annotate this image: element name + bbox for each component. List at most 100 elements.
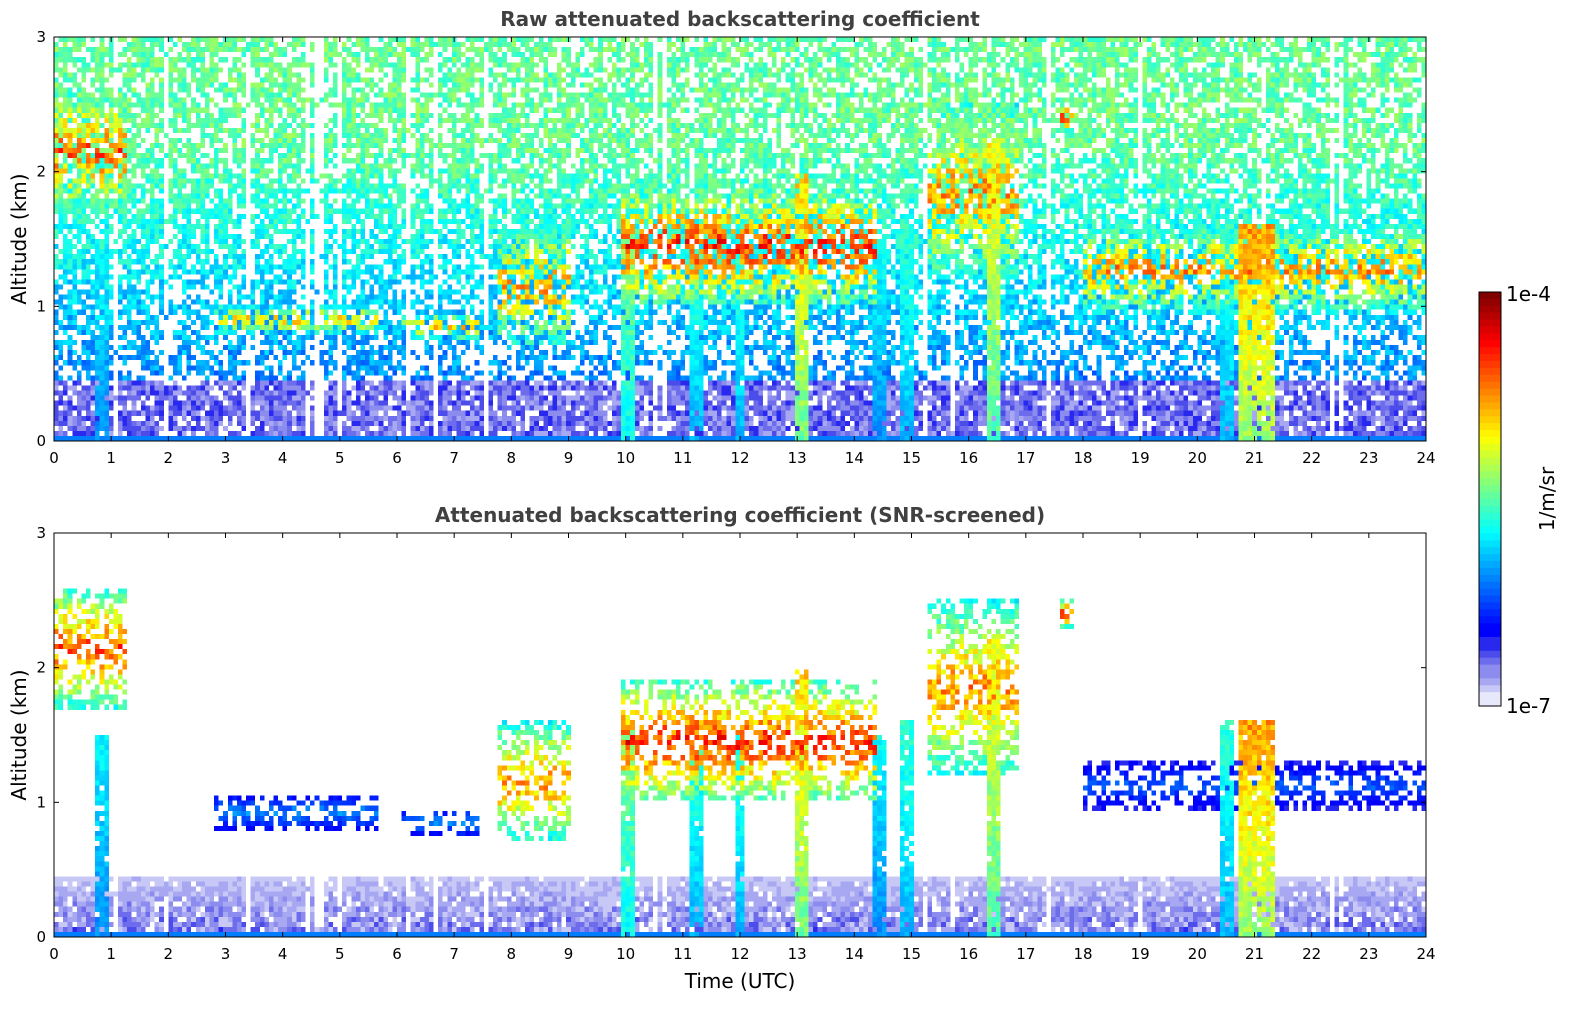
x-tick-label: 19 [1131, 945, 1150, 963]
x-tick-label: 8 [507, 449, 517, 467]
colorbar-step [1479, 547, 1501, 555]
colorbar-min-label: 1e-7 [1506, 694, 1551, 718]
panel-raw-title: Raw attenuated backscattering coefficien… [500, 7, 980, 31]
x-tick-label: 13 [788, 945, 807, 963]
colorbar-step [1479, 374, 1501, 383]
x-tick-label: 10 [616, 449, 635, 467]
colorbar-step [1479, 512, 1501, 521]
x-tick-label: 7 [449, 945, 459, 963]
panel-screened: Attenuated backscattering coefficient (S… [7, 503, 1436, 993]
colorbar-step [1479, 395, 1501, 403]
colorbar-step [1479, 637, 1501, 645]
x-tick-label: 10 [616, 945, 635, 963]
y-tick-label: 0 [36, 432, 46, 450]
x-tick-label: 20 [1188, 449, 1207, 467]
colorbar-step [1479, 568, 1501, 576]
x-tick-label: 14 [845, 945, 864, 963]
colorbar-step [1479, 416, 1501, 424]
colorbar-step [1479, 664, 1501, 673]
x-tick-label: 5 [335, 945, 345, 963]
x-tick-label: 3 [221, 945, 231, 963]
colorbar-step [1479, 671, 1501, 679]
colorbar-step [1479, 581, 1501, 590]
colorbar-step [1479, 685, 1501, 693]
x-tick-label: 5 [335, 449, 345, 467]
x-tick-label: 11 [673, 945, 692, 963]
colorbar-step [1479, 361, 1501, 369]
x-tick-label: 16 [959, 449, 978, 467]
x-tick-label: 9 [564, 449, 574, 467]
colorbar-step [1479, 478, 1501, 486]
x-tick-label: 3 [221, 449, 231, 467]
x-tick-label: 23 [1359, 449, 1378, 467]
x-tick-label: 20 [1188, 945, 1207, 963]
colorbar-step [1479, 692, 1501, 700]
colorbar-step [1479, 699, 1501, 707]
x-tick-label: 23 [1359, 945, 1378, 963]
x-tick-label: 18 [1073, 449, 1092, 467]
x-tick-label: 2 [164, 449, 174, 467]
colorbar-step [1479, 367, 1501, 376]
colorbar-step [1479, 326, 1501, 334]
colorbar-step [1479, 471, 1501, 479]
panel-screened-ylabel: Altitude (km) [7, 669, 31, 800]
x-tick-label: 13 [788, 449, 807, 467]
x-tick-label: 2 [164, 945, 174, 963]
colorbar: 1e-4 1e-7 1/m/sr [1478, 282, 1559, 718]
y-tick-label: 2 [36, 163, 46, 181]
x-tick-label: 24 [1416, 945, 1435, 963]
colorbar-step [1479, 298, 1501, 307]
y-tick-label: 3 [36, 28, 46, 46]
x-tick-label: 4 [278, 449, 288, 467]
panel-raw-ylabel: Altitude (km) [7, 173, 31, 304]
colorbar-step [1479, 609, 1501, 617]
x-tick-label: 18 [1073, 945, 1092, 963]
panel-screened-title: Attenuated backscattering coefficient (S… [435, 503, 1045, 527]
colorbar-step [1479, 492, 1501, 500]
colorbar-step [1479, 292, 1501, 300]
x-tick-label: 22 [1302, 449, 1321, 467]
colorbar-step [1479, 505, 1501, 514]
colorbar-step [1479, 561, 1501, 569]
colorbar-step [1479, 650, 1501, 659]
y-tick-label: 1 [36, 793, 46, 811]
x-tick-label: 12 [730, 449, 749, 467]
colorbar-step [1479, 540, 1501, 548]
y-tick-label: 0 [36, 928, 46, 946]
y-tick-label: 1 [36, 297, 46, 315]
colorbar-step [1479, 312, 1501, 321]
colorbar-frame [1478, 291, 1502, 707]
colorbar-step [1479, 616, 1501, 624]
panel-screened-ticks: 0 1 2 3 4 5 6 7 8 9 10 11 12 13 14 15 16 17 18 19 20 21 22 23 24… [36, 524, 1435, 963]
colorbar-step [1479, 409, 1501, 417]
colorbar-step [1479, 554, 1501, 562]
x-tick-label: 14 [845, 449, 864, 467]
colorbar-step [1479, 574, 1501, 583]
x-tick-label: 1 [106, 945, 116, 963]
colorbar-step [1479, 485, 1501, 493]
colorbar-step [1479, 402, 1501, 410]
panel-raw: Raw attenuated backscattering coefficien… [7, 7, 1436, 467]
colorbar-step [1479, 588, 1501, 597]
x-tick-label: 0 [49, 449, 59, 467]
x-tick-label: 21 [1245, 945, 1264, 963]
colorbar-step [1479, 657, 1501, 666]
x-tick-label: 12 [730, 945, 749, 963]
y-tick-label: 3 [36, 524, 46, 542]
colorbar-step [1479, 643, 1501, 652]
colorbar-units-label: 1/m/sr [1535, 466, 1559, 531]
panel-raw-heatmap [54, 37, 1426, 441]
x-tick-label: 22 [1302, 945, 1321, 963]
x-tick-label: 21 [1245, 449, 1264, 467]
x-tick-label: 6 [392, 945, 402, 963]
panel-screened-heatmap [54, 533, 1426, 937]
x-tick-label: 15 [902, 945, 921, 963]
colorbar-step [1479, 457, 1501, 466]
colorbar-step [1479, 443, 1501, 452]
x-tick-label: 17 [1016, 945, 1035, 963]
colorbar-step [1479, 595, 1501, 604]
panel-screened-xlabel: Time (UTC) [684, 969, 796, 993]
x-tick-label: 19 [1131, 449, 1150, 467]
